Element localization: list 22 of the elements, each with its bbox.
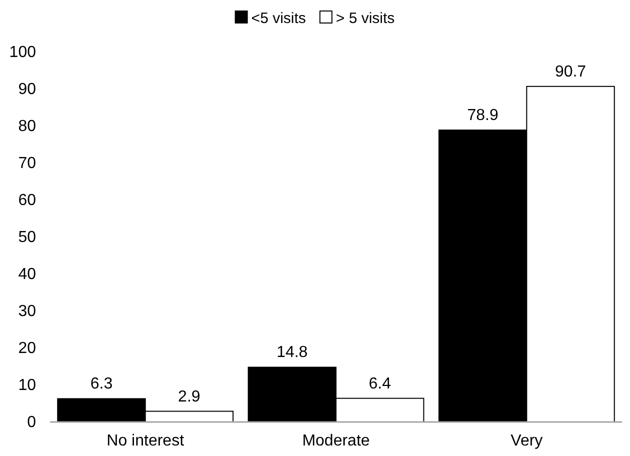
data-label: 6.3 [90,376,113,393]
y-tick-label: 80 [18,118,36,136]
data-label: 78.9 [467,107,498,124]
legend-label: <5 visits [251,10,306,27]
y-tick-label: 20 [18,340,36,358]
data-label: 14.8 [276,344,308,362]
y-tick-label: 50 [18,229,36,246]
data-label: 6.4 [368,375,392,392]
y-tick-label: 0 [27,414,36,432]
x-tick-label: Very [510,432,543,450]
data-label: 2.9 [178,388,200,406]
y-tick-label: 30 [18,303,36,320]
data-label: 90.7 [554,63,586,80]
y-tick-label: 70 [18,155,36,172]
y-tick-label: 40 [18,266,36,284]
x-tick-label: No interest [106,432,185,450]
x-tick-label: Moderate [302,432,370,450]
y-tick-label: 100 [9,44,36,62]
y-tick-label: 90 [18,81,36,98]
y-tick-label: 60 [18,192,36,210]
legend-label: > 5 visits [336,10,395,27]
y-tick-label: 10 [18,377,36,394]
